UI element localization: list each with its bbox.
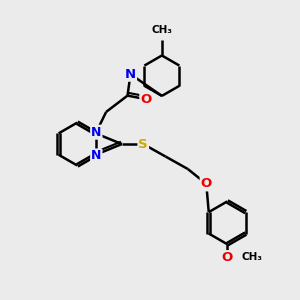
Text: N: N (125, 68, 136, 81)
Text: S: S (139, 138, 148, 151)
Text: CH₃: CH₃ (242, 252, 262, 262)
Text: O: O (222, 251, 233, 264)
Text: N: N (91, 126, 101, 139)
Text: O: O (201, 177, 212, 190)
Text: CH₃: CH₃ (152, 25, 172, 35)
Text: N: N (91, 149, 101, 162)
Text: O: O (140, 93, 152, 106)
